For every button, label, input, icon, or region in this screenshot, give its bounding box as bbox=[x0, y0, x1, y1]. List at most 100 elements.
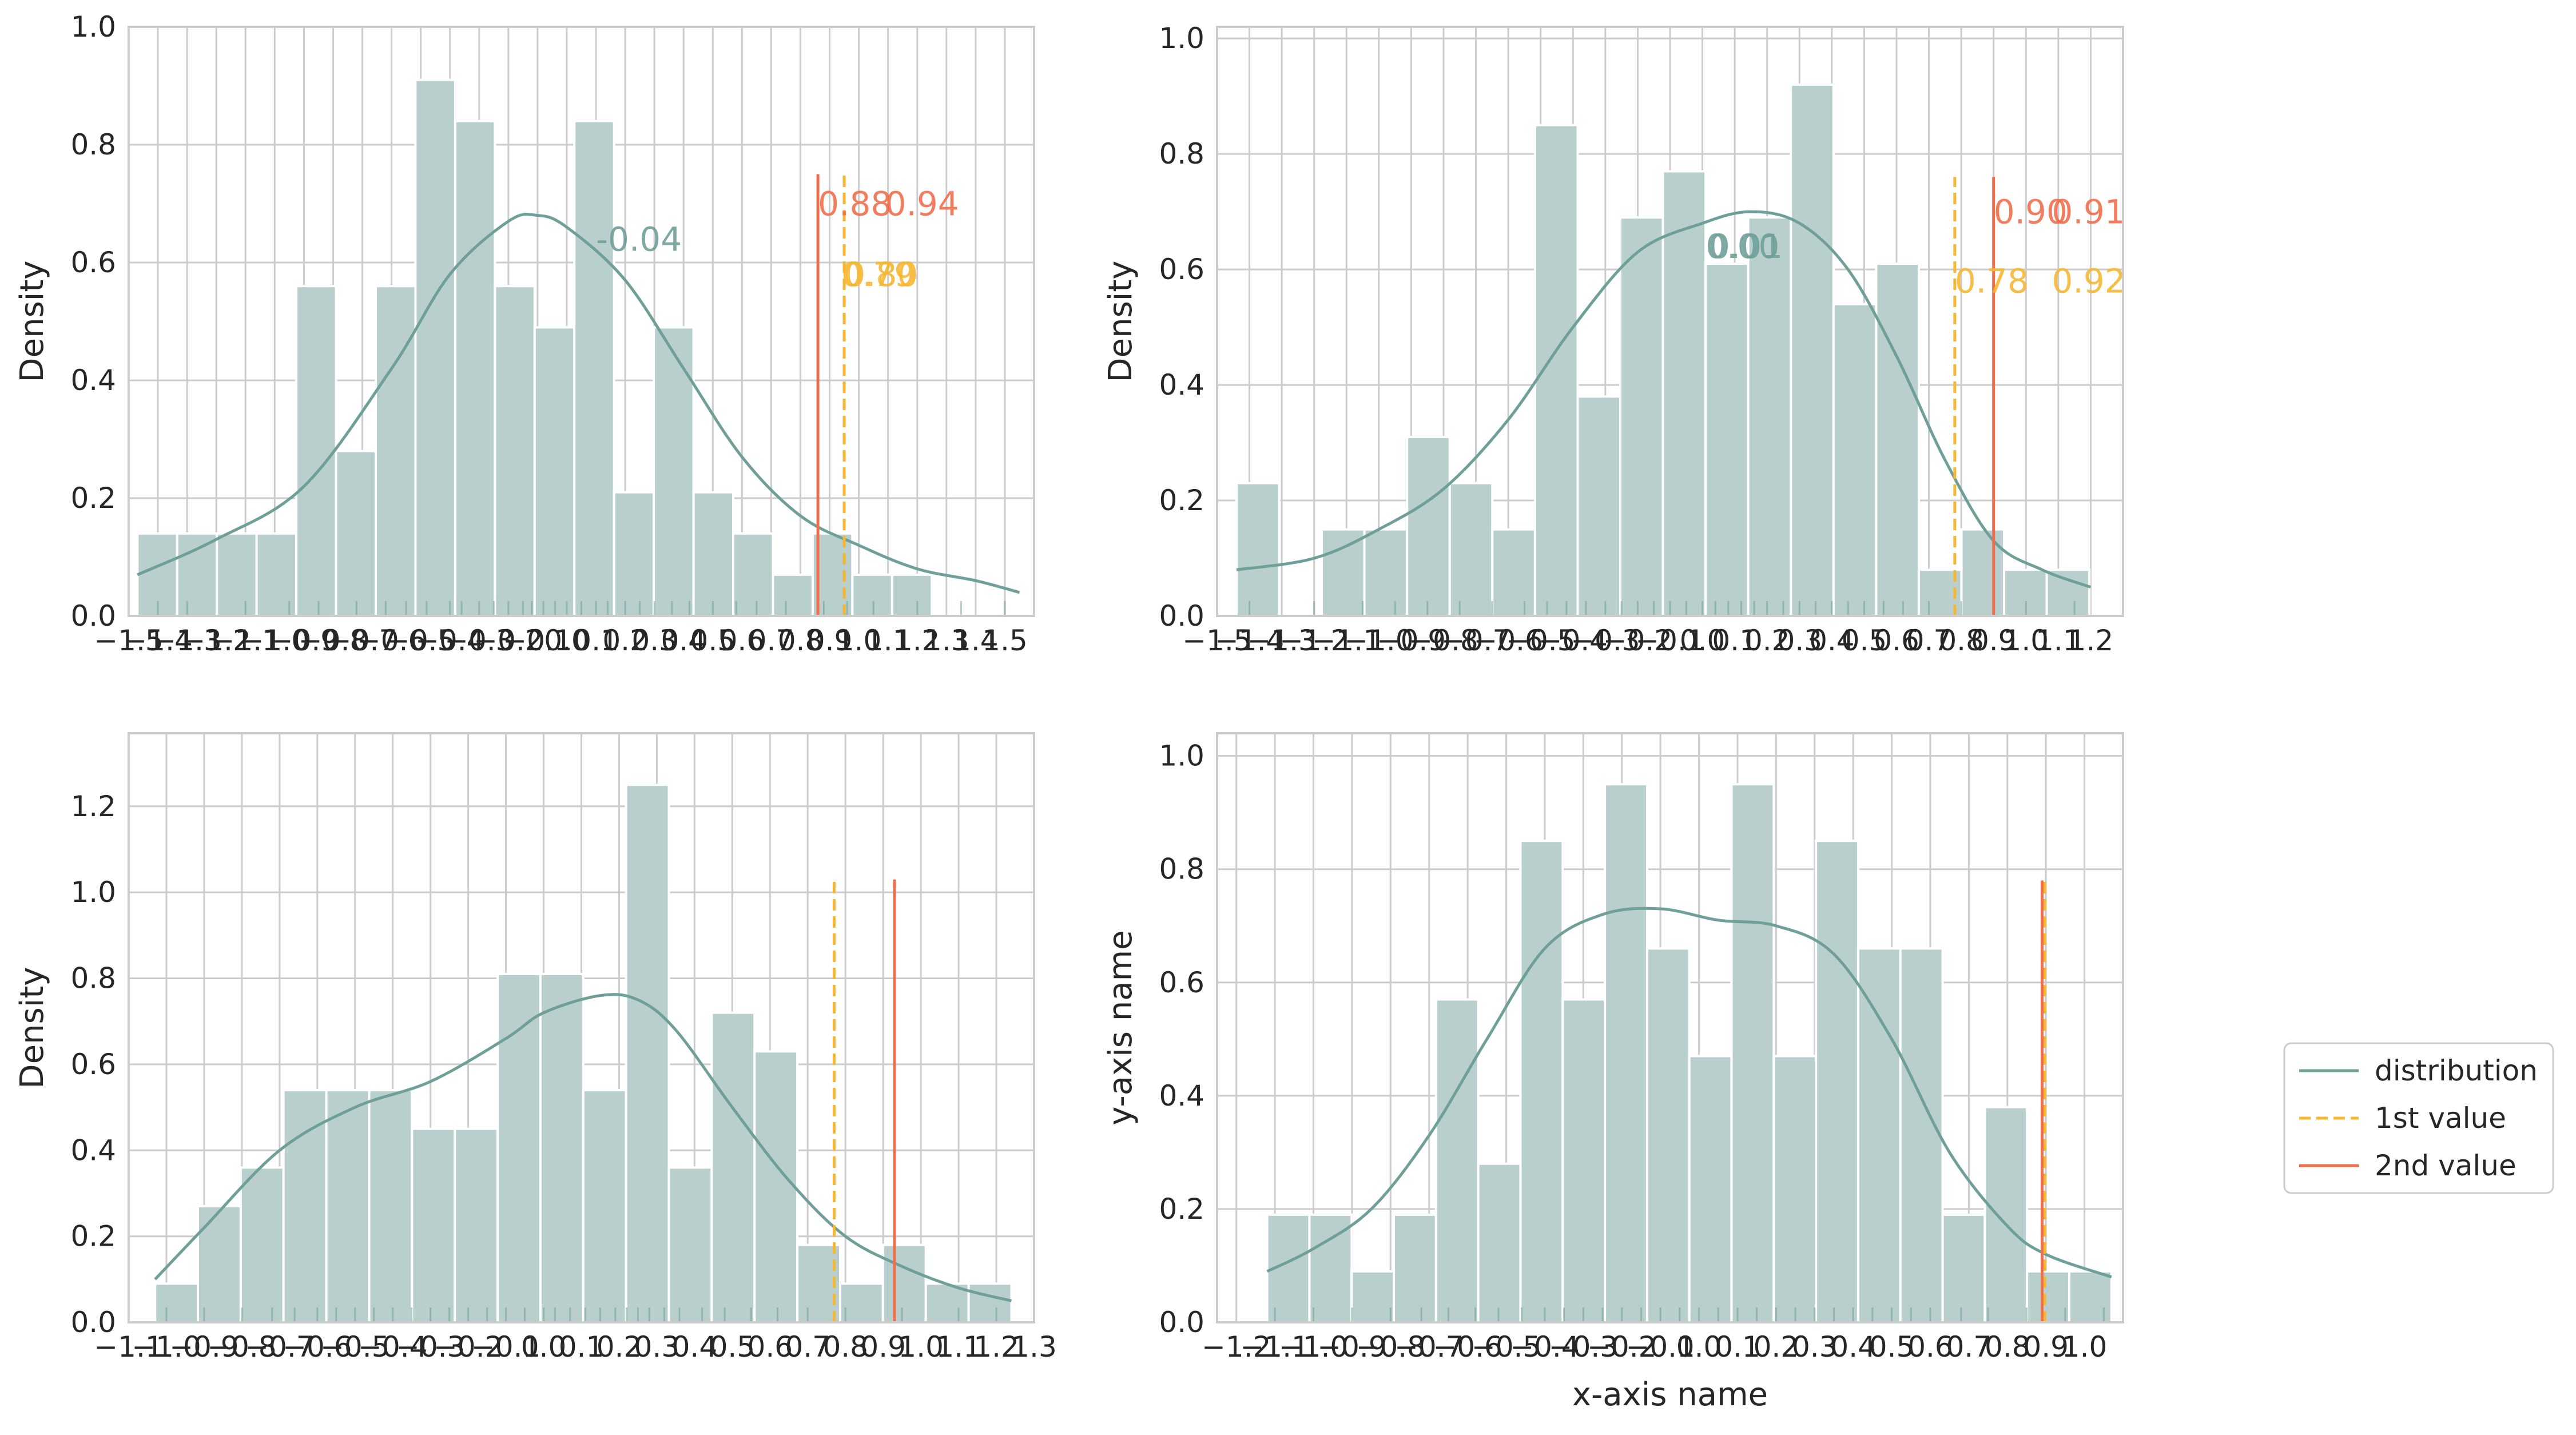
x-tick-label: −0.2 bbox=[1587, 1330, 1656, 1364]
histogram-bar bbox=[255, 532, 298, 617]
x-tick-label: 0.5 bbox=[1869, 1330, 1915, 1364]
x-tick-label: 0.6 bbox=[1907, 1330, 1953, 1364]
y-tick-label: 0.2 bbox=[70, 482, 116, 515]
histogram-bar bbox=[1561, 998, 1607, 1323]
x-tick-label: −0.5 bbox=[386, 624, 455, 657]
histogram-bar bbox=[881, 1243, 927, 1324]
y-tick-label: 0.4 bbox=[70, 364, 116, 397]
kde-curve bbox=[1266, 907, 2112, 1279]
x-tick-label: −0.3 bbox=[396, 1330, 465, 1364]
histogram-bar bbox=[1747, 216, 1792, 617]
value-annotation: 0.01 bbox=[1709, 227, 1783, 266]
y-axis-label: Density bbox=[1102, 261, 1139, 383]
histogram-bar bbox=[295, 285, 337, 617]
histogram-panel-top-right: 0.010.00 0.900.91 0.78 0.92 0.0 0.2 0.4 0.6 0.8 1… bbox=[1102, 22, 2126, 657]
histogram-bar bbox=[1477, 1162, 1522, 1323]
x-tick-label: −0.8 bbox=[207, 1330, 276, 1364]
x-tick-label: 0.6 bbox=[748, 1330, 793, 1364]
x-tick-label: 0.2 bbox=[602, 624, 648, 657]
x-tick-label: −1.2 bbox=[1202, 1330, 1271, 1364]
y-tick-label: 0.0 bbox=[1159, 1306, 1204, 1339]
x-tick-label: −0.9 bbox=[1377, 624, 1446, 657]
x-tick-label: 0.8 bbox=[822, 1330, 868, 1364]
x-tick-label: 0.9 bbox=[860, 1330, 906, 1364]
x-tick-label: 0.3 bbox=[631, 624, 677, 657]
x-tick-label: −0.9 bbox=[269, 624, 339, 657]
histogram-bar bbox=[732, 532, 774, 617]
x-tick-label: −0.9 bbox=[1317, 1330, 1386, 1364]
histogram-bar bbox=[1688, 1055, 1733, 1324]
value-annotation: 0.79 bbox=[841, 255, 915, 294]
kde-curve bbox=[1236, 210, 2092, 589]
histogram-bar bbox=[454, 1127, 499, 1323]
histogram-bar bbox=[1448, 482, 1494, 618]
x-tick-label: 0.1 bbox=[559, 1330, 605, 1364]
y-tick-label: 0.0 bbox=[70, 599, 116, 633]
x-tick-label: 0.6 bbox=[719, 624, 765, 657]
y-tick-label: 1.0 bbox=[70, 876, 116, 909]
value-annotation: -0.04 bbox=[596, 220, 682, 259]
x-tick-label: 0.0 bbox=[521, 1330, 567, 1364]
y-tick-label: 0.4 bbox=[1159, 1079, 1204, 1112]
x-tick-label: 0.7 bbox=[1946, 1330, 1992, 1364]
histogram-bar bbox=[625, 784, 670, 1323]
histogram-panel-bottom-left: 0.00.20.40.60.81.01.2−1.1−1.0−0.9−0.8−0.… bbox=[14, 732, 1057, 1364]
x-tick-label: −1.1 bbox=[1240, 1330, 1309, 1364]
x-tick-label: 0.4 bbox=[672, 1330, 718, 1364]
y-tick-label: 0.6 bbox=[70, 1048, 116, 1081]
x-tick-label: 0.9 bbox=[2023, 1330, 2069, 1364]
x-tick-label: 0.2 bbox=[1754, 1330, 1799, 1364]
x-tick-label: 0.4 bbox=[1830, 1330, 1876, 1364]
x-tick-label: −0.6 bbox=[357, 624, 426, 657]
x-tick-label: −1.4 bbox=[123, 624, 192, 657]
y-tick-label: 0.6 bbox=[1159, 253, 1204, 286]
histogram-bar bbox=[375, 285, 417, 617]
x-tick-label: −0.1 bbox=[471, 1330, 540, 1364]
x-tick-label: 0.8 bbox=[1938, 624, 1984, 657]
y-tick-label: 1.0 bbox=[70, 10, 116, 43]
x-tick-label: 0.0 bbox=[1676, 1330, 1722, 1364]
histogram-bar bbox=[539, 973, 585, 1323]
histogram-bar bbox=[2026, 1270, 2070, 1324]
y-tick-label: 1.0 bbox=[1159, 22, 1204, 55]
value-annotation: 0.80 bbox=[844, 255, 918, 294]
x-tick-label: 0.6 bbox=[1874, 624, 1919, 657]
x-tick-label: 0.5 bbox=[690, 624, 736, 657]
x-tick-label: 0.3 bbox=[1792, 1330, 1838, 1364]
value-annotation: 0.00 bbox=[1706, 227, 1779, 266]
x-tick-label: 0.7 bbox=[749, 624, 794, 657]
x-tick-label: 0.9 bbox=[807, 624, 853, 657]
histogram-bar bbox=[967, 1282, 1013, 1323]
value-annotation: 0.91 bbox=[2052, 192, 2126, 231]
histogram-bar bbox=[1519, 840, 1564, 1323]
plot-frame bbox=[1216, 26, 2124, 617]
histogram-bar bbox=[838, 1282, 884, 1323]
x-tick-label: 0.2 bbox=[597, 1330, 642, 1364]
x-tick-label: −0.5 bbox=[1506, 624, 1575, 657]
x-tick-label: 1.0 bbox=[2062, 1330, 2108, 1364]
x-tick-label: 1.2 bbox=[895, 624, 940, 657]
histogram-bar bbox=[1875, 263, 1920, 618]
x-tick-label: 0.8 bbox=[1985, 1330, 2030, 1364]
x-tick-label: −0.2 bbox=[434, 1330, 503, 1364]
value-annotation: 0.88 bbox=[818, 185, 892, 224]
x-tick-label: −0.1 bbox=[1625, 1330, 1695, 1364]
histogram-bar bbox=[613, 491, 655, 618]
histogram-bar bbox=[582, 1089, 627, 1324]
histogram-bar bbox=[1704, 263, 1750, 618]
x-tick-label: −1.1 bbox=[211, 624, 280, 657]
x-tick-label: 0.0 bbox=[544, 624, 590, 657]
histogram-bar bbox=[368, 1089, 414, 1324]
x-tick-label: 1.5 bbox=[982, 624, 1028, 657]
histogram-bar bbox=[1308, 1213, 1353, 1323]
x-tick-label: 0.0 bbox=[1680, 624, 1726, 657]
x-tick-label: −0.4 bbox=[1539, 624, 1608, 657]
histogram-bar bbox=[772, 573, 814, 618]
x-tick-label: 0.9 bbox=[1971, 624, 2017, 657]
legend-label-distribution: distribution bbox=[2375, 1054, 2538, 1087]
x-tick-label: −0.1 bbox=[1635, 624, 1704, 657]
y-tick-label: 0.0 bbox=[70, 1306, 116, 1339]
histogram-bar bbox=[1393, 1213, 1437, 1323]
x-tick-label: −1.3 bbox=[152, 624, 221, 657]
histogram-bar bbox=[496, 973, 542, 1323]
